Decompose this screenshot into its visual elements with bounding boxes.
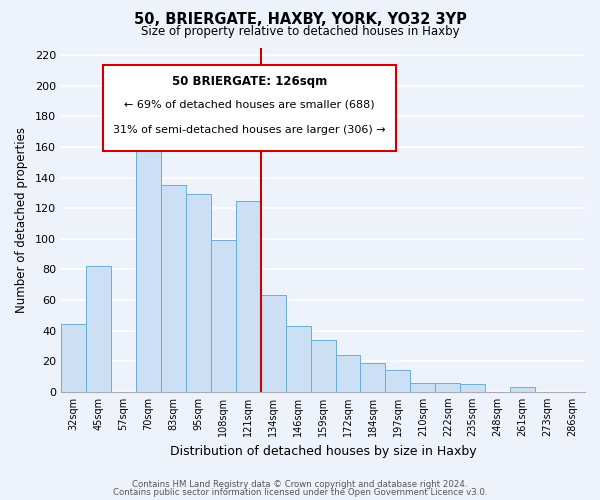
Text: Contains public sector information licensed under the Open Government Licence v3: Contains public sector information licen…: [113, 488, 487, 497]
Bar: [236, 200, 260, 392]
Bar: [211, 240, 236, 392]
Text: 31% of semi-detached houses are larger (306) →: 31% of semi-detached houses are larger (…: [113, 125, 386, 135]
Bar: [361, 362, 385, 392]
Bar: [510, 387, 535, 392]
Bar: [86, 266, 111, 392]
Bar: [385, 370, 410, 392]
Bar: [436, 382, 460, 392]
Bar: [260, 296, 286, 392]
Bar: [335, 355, 361, 392]
FancyBboxPatch shape: [103, 64, 397, 151]
Text: Size of property relative to detached houses in Haxby: Size of property relative to detached ho…: [140, 25, 460, 38]
X-axis label: Distribution of detached houses by size in Haxby: Distribution of detached houses by size …: [170, 444, 476, 458]
Bar: [61, 324, 86, 392]
Text: 50 BRIERGATE: 126sqm: 50 BRIERGATE: 126sqm: [172, 75, 328, 88]
Text: ← 69% of detached houses are smaller (688): ← 69% of detached houses are smaller (68…: [124, 99, 375, 109]
Text: 50, BRIERGATE, HAXBY, YORK, YO32 3YP: 50, BRIERGATE, HAXBY, YORK, YO32 3YP: [134, 12, 466, 28]
Bar: [186, 194, 211, 392]
Bar: [136, 132, 161, 392]
Bar: [286, 326, 311, 392]
Y-axis label: Number of detached properties: Number of detached properties: [15, 126, 28, 312]
Bar: [460, 384, 485, 392]
Bar: [161, 185, 186, 392]
Bar: [311, 340, 335, 392]
Text: Contains HM Land Registry data © Crown copyright and database right 2024.: Contains HM Land Registry data © Crown c…: [132, 480, 468, 489]
Bar: [410, 382, 436, 392]
